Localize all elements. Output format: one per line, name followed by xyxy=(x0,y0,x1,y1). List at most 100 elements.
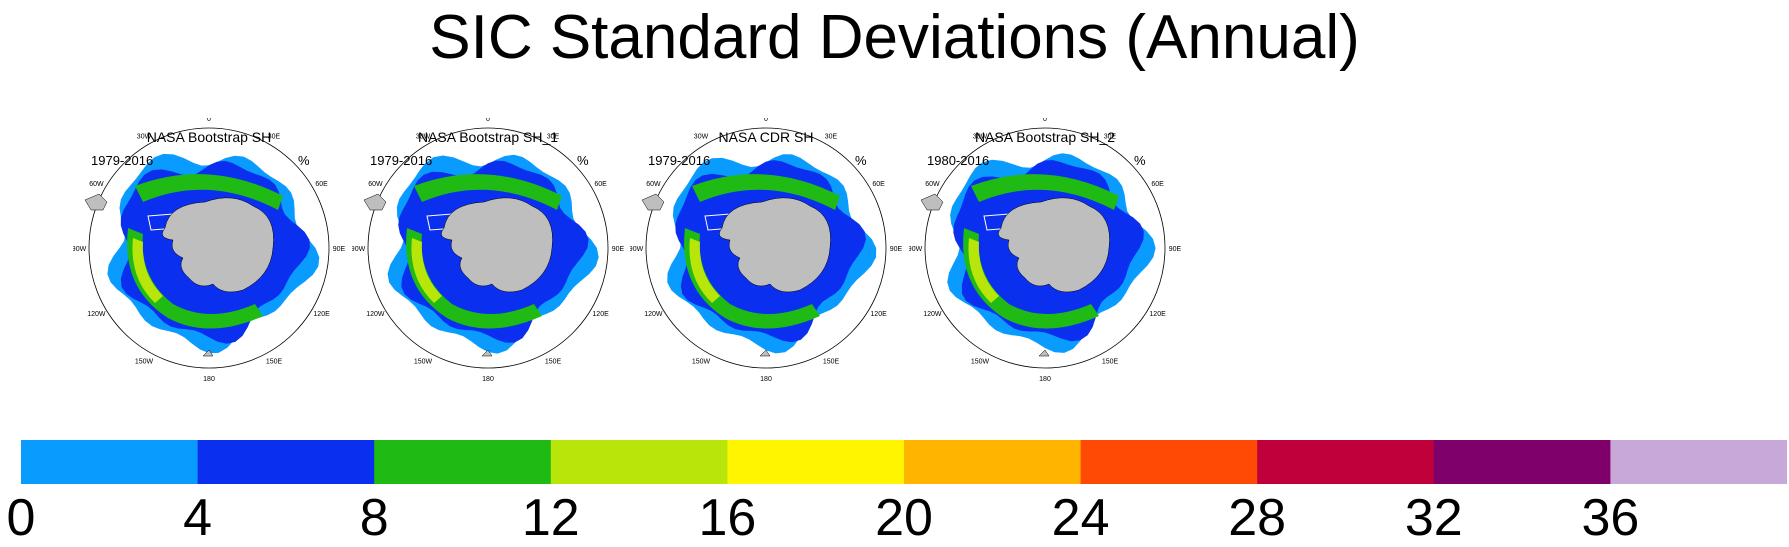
longitude-label: 150W xyxy=(692,359,711,366)
longitude-label: 120E xyxy=(1149,311,1166,318)
sic-zone-high xyxy=(414,174,562,210)
longitude-label: 60W xyxy=(89,181,104,188)
longitude-label: 150W xyxy=(135,359,154,366)
colorbar-tick-label: 24 xyxy=(1051,489,1110,547)
longitude-label: 150E xyxy=(1102,359,1119,366)
sic-zone-highest xyxy=(689,238,720,303)
antarctica-landmass xyxy=(719,197,831,293)
longitude-label: 180 xyxy=(1039,376,1051,383)
map-panel: 0 30E 60E 90E 120E 150E 180 150W 120W 90W 60W 30W NA… xyxy=(73,118,373,408)
polar-map: 0 30E 60E 90E 120E 150E 180 150W 120W 90W 60W 30W xyxy=(352,118,625,383)
map-panel: 0 30E 60E 90E 120E 150E 180 150W 120W 90W 60W 30W NA… xyxy=(909,118,1209,408)
longitude-label: 30W xyxy=(694,133,709,140)
longitude-label: 120E xyxy=(313,311,330,318)
longitude-label: 30E xyxy=(1104,133,1117,140)
south-america-tip xyxy=(84,193,108,211)
longitude-label: 180 xyxy=(760,376,772,383)
panel-units: % xyxy=(855,153,867,168)
longitude-label: 0 xyxy=(207,118,211,123)
colorbar-swatch xyxy=(1080,440,1258,484)
sic-zone-high xyxy=(684,228,820,329)
map-panel: 0 30E 60E 90E 120E 150E 180 150W 120W 90W 60W 30W NA… xyxy=(630,118,930,408)
longitude-label: 90E xyxy=(612,246,625,253)
panel-period: 1980-2016 xyxy=(927,153,990,168)
longitude-label: 0 xyxy=(1043,118,1047,123)
longitude-label: 30E xyxy=(547,133,560,140)
sic-zone-high xyxy=(135,174,283,210)
sic-zone-high xyxy=(963,228,1099,329)
antarctica-landmass xyxy=(998,197,1110,293)
longitude-label: 90W xyxy=(909,246,923,253)
longitude-label: 60W xyxy=(925,181,940,188)
longitude-label: 150E xyxy=(266,359,283,366)
longitude-label: 90E xyxy=(333,246,346,253)
longitude-label: 120W xyxy=(923,311,942,318)
longitude-label: 120W xyxy=(87,311,106,318)
polar-map: 0 30E 60E 90E 120E 150E 180 150W 120W 90W 60W 30W xyxy=(630,118,903,383)
longitude-label: 30W xyxy=(416,133,431,140)
longitude-label: 120E xyxy=(592,311,609,318)
colorbar-tick-label: 28 xyxy=(1228,489,1287,547)
longitude-label: 90W xyxy=(73,246,87,253)
colorbar-swatch xyxy=(197,440,375,484)
panel-units: % xyxy=(1134,153,1146,168)
longitude-label: 30W xyxy=(973,133,988,140)
longitude-label: 0 xyxy=(764,118,768,123)
sic-zone-high xyxy=(692,174,840,210)
longitude-label: 60E xyxy=(594,181,607,188)
panel-title: NASA Bootstrap SH xyxy=(146,129,272,145)
colorbar-tick-label: 16 xyxy=(698,489,757,547)
main-title: SIC Standard Deviations (Annual) xyxy=(429,3,1360,72)
longitude-label: 60W xyxy=(368,181,383,188)
longitude-label: 30W xyxy=(137,133,152,140)
colorbar-tick-label: 8 xyxy=(359,489,389,547)
panel-period: 1979-2016 xyxy=(648,153,711,168)
colorbar xyxy=(21,440,1788,484)
sic-zone-high xyxy=(127,228,263,329)
longitude-label: 30E xyxy=(268,133,281,140)
longitude-label: 60W xyxy=(646,181,661,188)
antarctica-landmass xyxy=(162,197,274,293)
colorbar-swatch xyxy=(21,440,199,484)
longitude-label: 120E xyxy=(870,311,887,318)
longitude-label: 180 xyxy=(203,376,215,383)
colorbar-tick-label: 4 xyxy=(183,489,213,547)
polar-map: 0 30E 60E 90E 120E 150E 180 150W 120W 90W 60W 30W xyxy=(73,118,346,383)
panel-title: NASA Bootstrap SH_1 xyxy=(417,129,559,145)
sic-zone-high xyxy=(971,174,1119,210)
longitude-label: 150E xyxy=(545,359,562,366)
longitude-label: 60E xyxy=(872,181,885,188)
south-america-tip xyxy=(363,193,387,211)
colorbar-tick-label: 32 xyxy=(1404,489,1463,547)
colorbar-tick-label: 12 xyxy=(521,489,580,547)
colorbar-swatch xyxy=(374,440,552,484)
sic-zone-highest xyxy=(411,238,442,303)
longitude-label: 90W xyxy=(630,246,644,253)
south-america-tip xyxy=(920,193,944,211)
longitude-label: 180 xyxy=(482,376,494,383)
longitude-label: 90W xyxy=(352,246,366,253)
panel-period: 1979-2016 xyxy=(91,153,154,168)
sic-zone-highest xyxy=(132,238,163,303)
colorbar-svg xyxy=(21,440,1788,484)
longitude-label: 150E xyxy=(823,359,840,366)
colorbar-swatch xyxy=(1257,440,1435,484)
panel-title: NASA Bootstrap SH_2 xyxy=(974,129,1116,145)
south-america-tip xyxy=(641,193,665,211)
longitude-label: 30E xyxy=(825,133,838,140)
panel-title: NASA CDR SH xyxy=(718,129,814,145)
longitude-label: 150W xyxy=(414,359,433,366)
colorbar-swatch xyxy=(1610,440,1788,484)
new-zealand-tip xyxy=(1038,349,1050,357)
longitude-label: 90E xyxy=(1169,246,1182,253)
colorbar-tick-label: 0 xyxy=(6,489,36,547)
longitude-label: 120W xyxy=(366,311,385,318)
new-zealand-tip xyxy=(202,349,214,357)
longitude-label: 90E xyxy=(890,246,903,253)
colorbar-swatch xyxy=(550,440,728,484)
colorbar-swatch xyxy=(727,440,905,484)
longitude-label: 120W xyxy=(644,311,663,318)
sic-zone-highest xyxy=(968,238,999,303)
colorbar-tick-label: 20 xyxy=(875,489,933,547)
longitude-label: 150W xyxy=(971,359,990,366)
